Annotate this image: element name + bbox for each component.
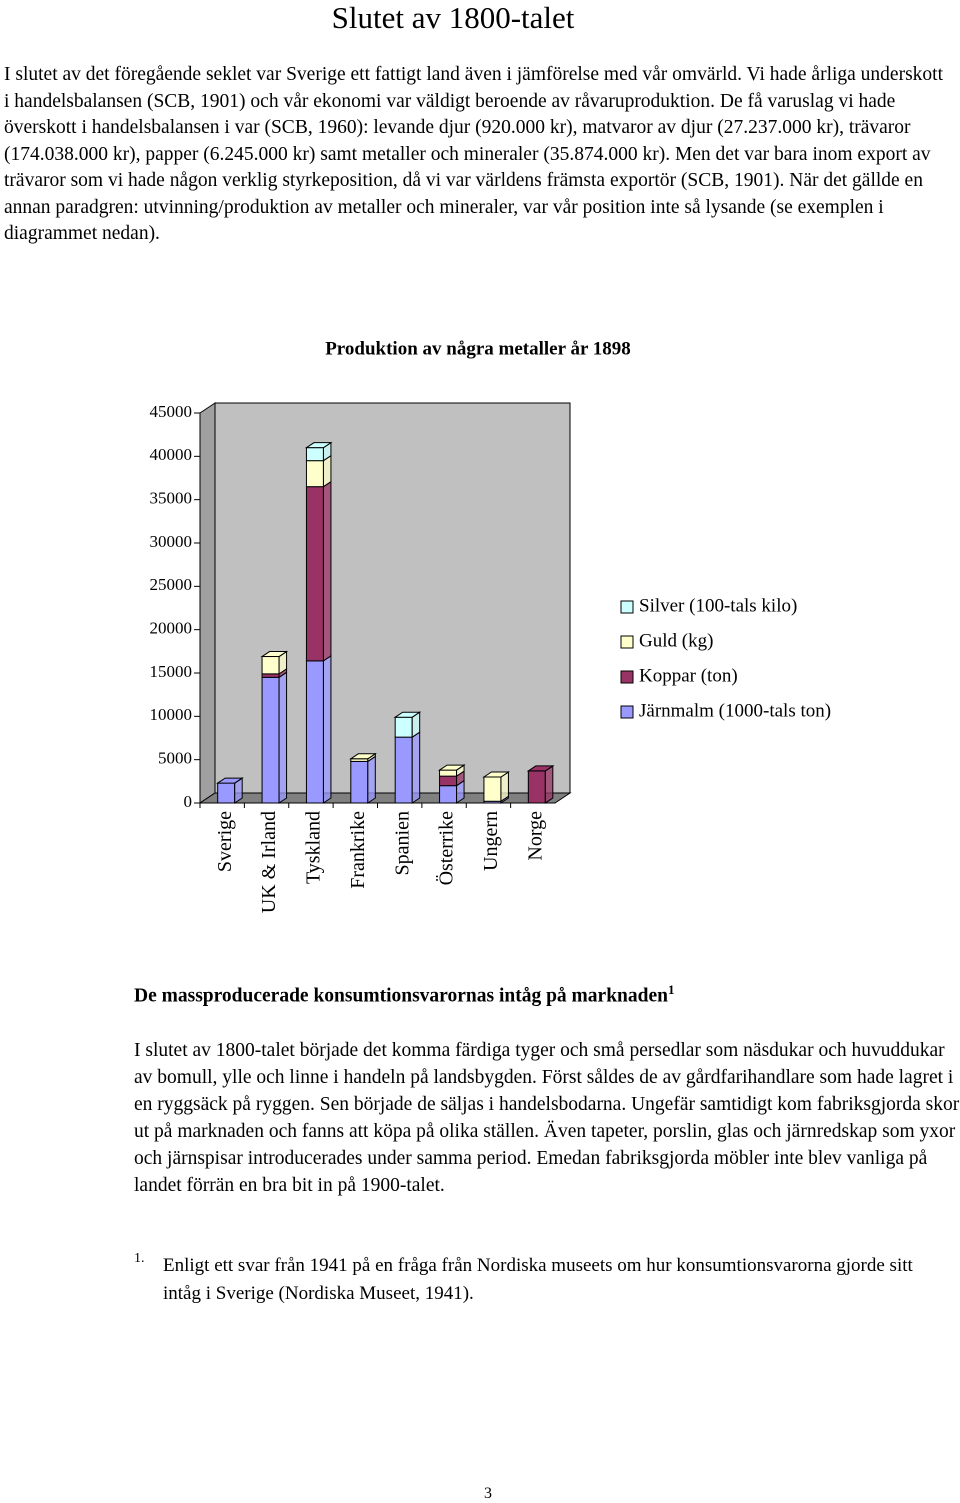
x-tick-label: UK & Irland <box>258 811 280 913</box>
bar-top <box>304 442 333 449</box>
x-tick-label: Ungern <box>480 811 502 871</box>
y-tick-label: 5000 <box>158 749 192 768</box>
bar-top <box>216 777 244 784</box>
bar-segment-side <box>411 731 421 804</box>
x-tick-label: Norge <box>524 811 546 861</box>
bar-segment <box>305 447 324 462</box>
bar-top <box>393 711 422 718</box>
bar-top <box>349 753 377 760</box>
chart-title: Produktion av några metaller år 1898 <box>325 338 631 359</box>
page-title: Slutet av 1800-talet <box>331 0 575 35</box>
legend-swatch <box>620 705 634 719</box>
legend-swatch <box>620 670 634 684</box>
chart: Produktion av några metaller år 1898 0 50… <box>150 338 832 913</box>
side-wall <box>199 402 216 804</box>
bar-segment-side <box>367 755 376 804</box>
paragraph: I slutet av det föregående seklet var Sv… <box>4 64 944 244</box>
y-tick-label: 15000 <box>150 662 193 681</box>
bar-segment <box>305 486 324 662</box>
bar-top <box>482 771 511 778</box>
heading-text: De massproducerade konsumtionsvarornas i… <box>134 985 668 1007</box>
bar-segment <box>305 660 324 804</box>
footnote-text: Enligt ett svar från 1941 på en fråga fr… <box>163 1255 913 1304</box>
footnote-marker: 1. <box>134 1251 145 1266</box>
bar-segment <box>439 769 458 777</box>
x-tick-label: Sverige <box>214 811 236 872</box>
y-tick-label: 40000 <box>150 445 193 464</box>
bar-segment <box>305 460 324 488</box>
y-tick-label: 10000 <box>150 705 193 724</box>
bar-top <box>526 765 555 772</box>
section-heading: De massproducerade konsumtionsvarornas i… <box>134 982 674 1008</box>
bar-segment <box>261 673 280 678</box>
paragraph: I slutet av 1800-talet började det komma… <box>134 1040 960 1196</box>
bar-segment <box>483 776 502 802</box>
bar-segment <box>527 770 546 804</box>
x-tick-label: Österrike <box>435 811 458 886</box>
legend-label: Silver (100-tals kilo) <box>639 595 797 616</box>
floor <box>198 792 572 804</box>
x-tick-label: Tyskland <box>303 811 325 884</box>
x-tick-label: Spanien <box>391 811 413 875</box>
y-tick-label: 0 <box>184 792 193 811</box>
x-tick-label: Frankrike <box>347 811 369 889</box>
footnote-ref: 1 <box>667 982 675 997</box>
legend-label: Järnmalm (1000-tals ton) <box>639 700 831 721</box>
bar-segment-side <box>322 654 332 804</box>
bar-segment <box>217 782 236 804</box>
bar-segment <box>394 736 413 804</box>
legend-swatch <box>620 600 634 614</box>
bar-segment-side <box>322 480 332 662</box>
legend-label: Guld (kg) <box>639 630 713 651</box>
legend-label: Koppar (ton) <box>639 665 738 686</box>
page-number: 3 <box>484 1485 492 1502</box>
bar-segment-side <box>278 671 288 804</box>
legend-swatch <box>620 635 634 649</box>
bar-segment <box>350 760 369 804</box>
bar-segment <box>261 656 280 675</box>
bar-top <box>437 764 466 771</box>
bar-segment-side <box>544 764 554 804</box>
bar-segment <box>394 716 413 738</box>
y-tick-label: 35000 <box>150 489 193 508</box>
bar-segment <box>439 775 458 787</box>
y-tick-label: 30000 <box>150 532 193 551</box>
bar-top <box>260 651 289 658</box>
y-tick-label: 25000 <box>150 575 193 594</box>
y-tick-label: 20000 <box>150 619 193 638</box>
bar-segment <box>261 676 280 804</box>
bar-segment <box>439 785 458 804</box>
y-tick-label: 45000 <box>150 402 193 421</box>
